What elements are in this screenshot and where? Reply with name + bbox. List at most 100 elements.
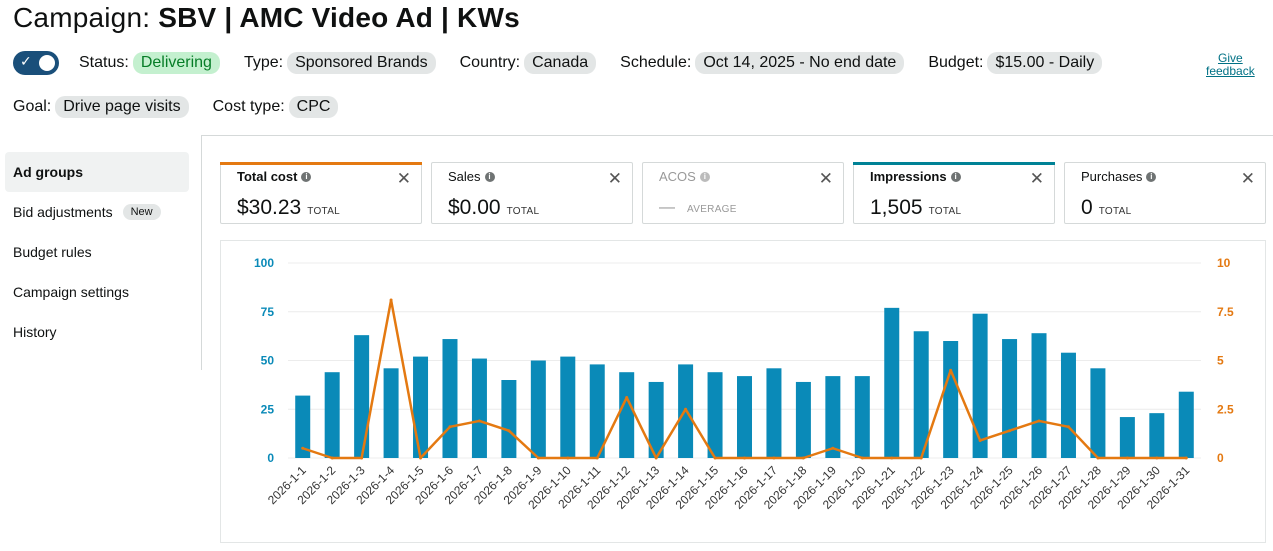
nav-item-budget-rules[interactable]: Budget rules — [5, 232, 189, 272]
chart-bar — [1178, 391, 1194, 458]
campaign-nav: Ad groups Bid adjustments New Budget rule… — [5, 152, 189, 352]
chart-line-point — [566, 456, 570, 460]
y-right-tick-label: 10 — [1217, 256, 1231, 270]
chart-line-point — [1037, 419, 1041, 423]
chart-bar — [884, 307, 900, 458]
info-icon[interactable]: i — [301, 171, 312, 182]
chart-line-point — [1155, 456, 1159, 460]
campaign-meta: Status: Delivering Type: Sponsored Brand… — [79, 52, 1126, 74]
chart-line-point — [448, 425, 452, 429]
page-title: Campaign: SBV | AMC Video Ad | KWs — [13, 2, 520, 33]
nav-item-ad-groups[interactable]: Ad groups — [5, 152, 189, 192]
check-icon: ✓ — [20, 53, 32, 69]
metric-label: Impressions — [870, 169, 947, 184]
chart-bar — [383, 368, 399, 458]
chart-line-point — [330, 456, 334, 460]
chart-bar — [1119, 417, 1135, 458]
info-icon[interactable]: i — [699, 171, 710, 182]
campaign-toggle[interactable]: ✓ — [13, 51, 59, 75]
metric-value: $30.23 — [237, 196, 302, 219]
info-icon[interactable]: i — [484, 171, 495, 182]
y-right-tick-label: 7.5 — [1217, 305, 1234, 319]
budget-field: Budget: $15.00 - Daily — [928, 52, 1103, 74]
nav-item-label: Ad groups — [13, 164, 83, 180]
metric-card-acos[interactable]: ACOS i ✕ — AVERAGE — [642, 162, 844, 224]
feedback-line-2: feedback — [1206, 64, 1255, 78]
metric-value: 1,505 — [870, 196, 923, 219]
schedule-value: Oct 14, 2025 - No end date — [695, 52, 905, 74]
nav-item-history[interactable]: History — [5, 312, 189, 352]
metric-value: 0 — [1081, 196, 1093, 219]
nav-item-label: Budget rules — [13, 244, 92, 260]
info-icon[interactable]: i — [950, 171, 961, 182]
status-field: Status: Delivering — [79, 52, 220, 74]
chart-line-point — [654, 456, 658, 460]
chart-line-point — [890, 456, 894, 460]
metric-accent-bar — [853, 162, 1055, 165]
metric-header: Sales i — [448, 169, 495, 184]
goal-label: Goal: — [13, 98, 52, 115]
cost-type-field: Cost type: CPC — [213, 96, 339, 118]
close-icon[interactable]: ✕ — [818, 169, 833, 188]
status-badge: Delivering — [132, 52, 220, 74]
metric-header: ACOS i — [659, 169, 710, 184]
chart-line-point — [1096, 456, 1100, 460]
chart-bar — [795, 381, 811, 458]
metric-value-row: $0.00 TOTAL — [448, 196, 539, 220]
close-icon[interactable]: ✕ — [607, 169, 622, 188]
chart-bar — [943, 341, 959, 458]
metric-card-impressions[interactable]: Impressions i ✕ 1,505 TOTAL — [853, 162, 1055, 224]
metric-unit: TOTAL — [307, 206, 341, 217]
feedback-line-1: Give — [1218, 51, 1243, 65]
chart-line-point — [919, 456, 923, 460]
chart-bar — [471, 358, 487, 458]
chart-bar — [589, 364, 605, 458]
close-icon[interactable]: ✕ — [1240, 169, 1255, 188]
metric-unit: AVERAGE — [687, 204, 737, 215]
nav-item-campaign-settings[interactable]: Campaign settings — [5, 272, 189, 312]
close-icon[interactable]: ✕ — [396, 169, 411, 188]
campaign-meta-secondary: Goal: Drive page visits Cost type: CPC — [13, 96, 362, 118]
metric-unit: TOTAL — [506, 206, 540, 217]
info-icon[interactable]: i — [1146, 171, 1157, 182]
metric-card-purchases[interactable]: Purchases i ✕ 0 TOTAL — [1064, 162, 1266, 224]
metric-unit: TOTAL — [928, 206, 962, 217]
nav-item-label: History — [13, 324, 57, 340]
metric-label: Total cost — [237, 169, 298, 184]
type-label: Type: — [243, 54, 284, 71]
metric-header: Purchases i — [1081, 169, 1157, 184]
y-right-tick-label: 2.5 — [1217, 402, 1234, 416]
metric-value-row: $30.23 TOTAL — [237, 196, 340, 220]
chart-line-point — [1008, 429, 1012, 433]
chart-bar — [324, 372, 340, 458]
metric-label: ACOS — [659, 169, 696, 184]
chart-bar — [972, 313, 988, 458]
y-left-tick-label: 75 — [261, 305, 275, 319]
chart-bar — [442, 339, 458, 458]
cost-type-value: CPC — [288, 96, 339, 118]
chart-line-point — [772, 456, 776, 460]
y-left-tick-label: 50 — [261, 354, 275, 368]
metric-value: — — [659, 199, 675, 216]
y-left-tick-label: 100 — [254, 256, 274, 270]
chart-bar — [737, 376, 752, 458]
chart-line-point — [536, 456, 540, 460]
chart-line-point — [831, 446, 835, 450]
metric-card-total-cost[interactable]: Total cost i ✕ $30.23 TOTAL — [220, 162, 422, 224]
goal-field: Goal: Drive page visits — [13, 96, 189, 118]
country-label: Country: — [459, 54, 521, 71]
chart-line-point — [389, 298, 393, 302]
chart-bar — [707, 372, 723, 458]
close-icon[interactable]: ✕ — [1029, 169, 1044, 188]
chart-bar — [1002, 339, 1018, 458]
cost-type-label: Cost type: — [212, 98, 285, 115]
chart-bar — [354, 335, 370, 458]
nav-item-bid-adjustments[interactable]: Bid adjustments New — [5, 192, 189, 232]
give-feedback-link[interactable]: Give feedback — [1206, 52, 1255, 78]
new-badge: New — [122, 204, 161, 220]
y-left-tick-label: 0 — [267, 451, 274, 465]
chart-bar — [648, 381, 664, 458]
metric-card-sales[interactable]: Sales i ✕ $0.00 TOTAL — [431, 162, 633, 224]
metric-header: Total cost i — [237, 169, 312, 184]
performance-chart-panel: 0 25 50 75 100 0 2.5 5 7.5 10 2026-1-1 2026-1-2 2026… — [220, 240, 1266, 543]
